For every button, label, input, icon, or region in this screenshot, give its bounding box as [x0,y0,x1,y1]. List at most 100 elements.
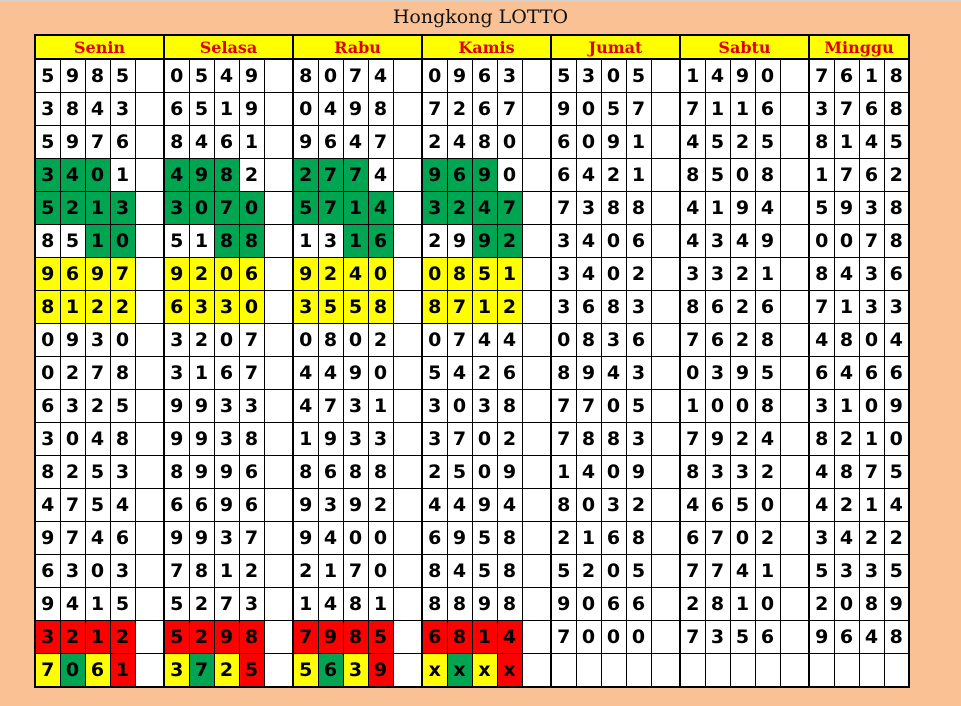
digit-cell: 3 [292,290,319,324]
digit-cell: 4 [317,521,344,555]
spacer-cell [134,323,165,357]
digit-cell: 0 [109,323,136,357]
spacer-cell [263,257,294,291]
spacer-cell [650,191,681,225]
digit-cell: 2 [858,521,885,555]
digit-cell: 2 [625,488,652,522]
digit-cell: 3 [317,488,344,522]
digit-cell: 8 [446,620,473,654]
digit-cell: 9 [471,224,498,258]
digit-cell: 4 [471,191,498,225]
digit-cell: 3 [704,257,731,291]
digit-cell: 0 [342,521,369,555]
digit-cell: 3 [34,92,61,126]
digit-cell: 3 [575,191,602,225]
digit-cell: 2 [833,422,860,456]
digit-cell: 0 [292,92,319,126]
digit-cell: 7 [808,58,835,93]
digit-cell: 0 [109,224,136,258]
digit-cell: 1 [496,257,523,291]
digit-cell: 3 [704,356,731,390]
digit-cell: 0 [679,356,706,390]
digit-cell: 6 [600,521,627,555]
digit-cell: 4 [729,224,756,258]
digit-cell: 4 [754,191,781,225]
digit-cell: 0 [808,224,835,258]
digit-cell: 4 [575,224,602,258]
digit-cell: 9 [625,455,652,489]
spacer-cell [521,224,552,258]
spacer-cell [134,521,165,555]
digit-cell: 0 [421,257,448,291]
digit-cell: 4 [84,521,111,555]
digit-cell: 4 [496,323,523,357]
digit-cell: 8 [213,158,240,192]
digit-cell: 3 [163,191,190,225]
digit-cell: 2 [238,158,265,192]
digit-cell: 1 [679,389,706,423]
digit-cell: 5 [188,58,215,93]
digit-cell: 5 [292,191,319,225]
digit-cell: 2 [729,422,756,456]
digit-cell: 2 [292,158,319,192]
spacer-cell [779,224,810,258]
digit-cell: 6 [550,125,577,159]
digit-cell: 4 [833,356,860,390]
digit-cell: 5 [292,653,319,688]
digit-cell: 6 [833,58,860,93]
digit-cell: 0 [858,323,885,357]
digit-cell: 0 [883,422,910,456]
digit-cell: 3 [109,554,136,588]
digit-cell: 5 [754,125,781,159]
digit-cell: 4 [446,125,473,159]
digit-cell: 2 [238,554,265,588]
digit-cell: 3 [213,521,240,555]
spacer-cell [263,521,294,555]
spacer-cell [650,257,681,291]
digit-cell: 7 [446,290,473,324]
digit-cell: 5 [625,58,652,93]
digit-cell: 9 [550,587,577,621]
digit-cell: 5 [34,58,61,93]
spacer-cell [392,653,423,688]
digit-cell: 3 [213,290,240,324]
digit-cell: 0 [84,554,111,588]
digit-cell: 8 [238,224,265,258]
digit-cell: 2 [84,290,111,324]
spacer-cell [134,620,165,654]
digit-cell: 1 [754,554,781,588]
digit-cell [625,653,652,688]
digit-cell: 6 [704,290,731,324]
digit-cell: 8 [550,356,577,390]
digit-cell: 1 [729,587,756,621]
spacer-cell [263,224,294,258]
digit-cell: 2 [754,455,781,489]
digit-cell: 1 [109,653,136,688]
spacer-cell [521,92,552,126]
digit-cell: 8 [317,323,344,357]
digit-cell: 8 [679,290,706,324]
digit-cell: 6 [858,92,885,126]
digit-cell: 8 [550,488,577,522]
digit-cell: 7 [342,158,369,192]
digit-cell: 7 [446,323,473,357]
spacer-cell [650,58,681,93]
digit-cell: 8 [238,620,265,654]
digit-cell: 3 [59,389,86,423]
digit-cell: 8 [704,587,731,621]
digit-cell: 0 [367,356,394,390]
digit-cell: 5 [704,125,731,159]
spacer-cell [521,58,552,93]
digit-cell: 9 [729,191,756,225]
digit-cell: 7 [679,554,706,588]
spacer-cell [392,587,423,621]
digit-cell: 8 [188,554,215,588]
digit-cell: 9 [163,257,190,291]
digit-cell: 4 [833,257,860,291]
spacer-cell [650,620,681,654]
